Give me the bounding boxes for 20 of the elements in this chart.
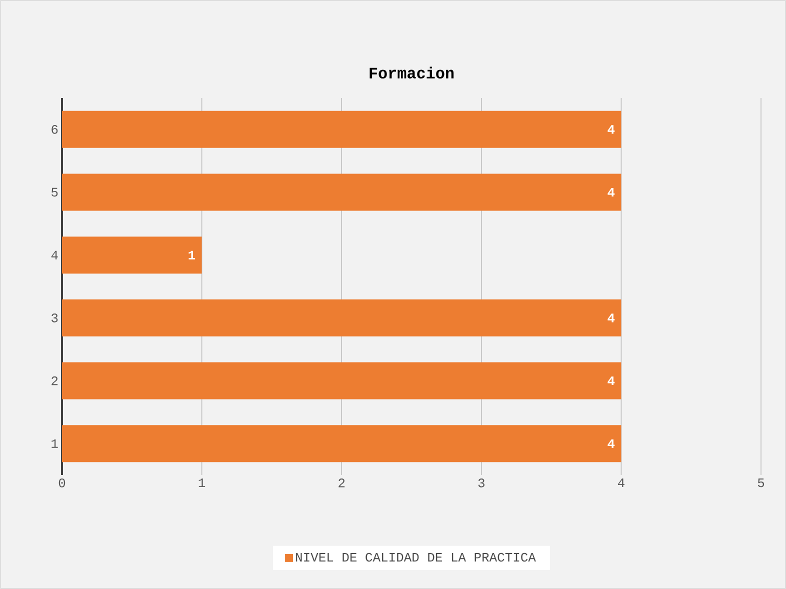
- y-tick-label: 4: [51, 250, 58, 260]
- x-tick-label: 4: [618, 478, 624, 488]
- legend-label: NIVEL DE CALIDAD DE LA PRACTICA: [296, 552, 536, 562]
- y-tick-label: 6: [52, 125, 58, 134]
- data-label: 4: [608, 314, 615, 322]
- x-tick-label: 1: [198, 478, 206, 488]
- data-label: 4: [608, 125, 615, 134]
- data-label: 4: [608, 376, 615, 386]
- data-label: 4: [608, 439, 615, 448]
- y-tick-label: 5: [52, 188, 58, 197]
- x-tick-label: 2: [338, 478, 345, 488]
- y-tick-label: 2: [52, 376, 58, 386]
- x-tick-label: 5: [758, 478, 764, 488]
- chart-title: Formacion: [370, 66, 454, 79]
- y-tick-label: 3: [52, 314, 58, 322]
- x-tick-label: 3: [478, 478, 484, 488]
- x-tick-label: 0: [58, 478, 66, 488]
- y-tick-label: 1: [52, 439, 58, 448]
- data-label: 1: [188, 250, 196, 260]
- data-label: 4: [608, 188, 615, 197]
